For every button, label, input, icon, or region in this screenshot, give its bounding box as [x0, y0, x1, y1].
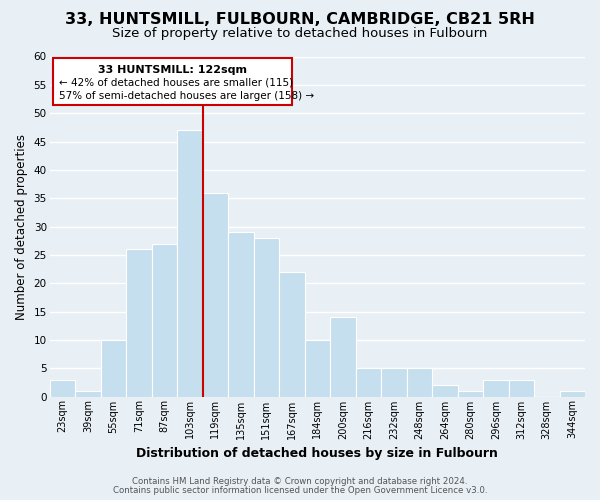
Bar [126, 249, 152, 396]
Bar [279, 272, 305, 396]
Bar [330, 317, 356, 396]
Bar [432, 385, 458, 396]
Text: 33 HUNTSMILL: 122sqm: 33 HUNTSMILL: 122sqm [98, 65, 247, 75]
Bar [152, 244, 177, 396]
Bar [407, 368, 432, 396]
Bar [381, 368, 407, 396]
Bar [75, 391, 101, 396]
Bar [101, 340, 126, 396]
Text: Contains HM Land Registry data © Crown copyright and database right 2024.: Contains HM Land Registry data © Crown c… [132, 477, 468, 486]
Text: Size of property relative to detached houses in Fulbourn: Size of property relative to detached ho… [112, 28, 488, 40]
Bar [560, 391, 585, 396]
Bar [356, 368, 381, 396]
Bar [509, 380, 534, 396]
Text: 33, HUNTSMILL, FULBOURN, CAMBRIDGE, CB21 5RH: 33, HUNTSMILL, FULBOURN, CAMBRIDGE, CB21… [65, 12, 535, 28]
Bar [50, 380, 75, 396]
Text: Contains public sector information licensed under the Open Government Licence v3: Contains public sector information licen… [113, 486, 487, 495]
Bar [203, 192, 228, 396]
Bar [305, 340, 330, 396]
FancyBboxPatch shape [53, 58, 292, 104]
Bar [177, 130, 203, 396]
Text: ← 42% of detached houses are smaller (115): ← 42% of detached houses are smaller (11… [59, 78, 293, 88]
Bar [254, 238, 279, 396]
X-axis label: Distribution of detached houses by size in Fulbourn: Distribution of detached houses by size … [136, 447, 498, 460]
Bar [458, 391, 483, 396]
Bar [483, 380, 509, 396]
Text: 57% of semi-detached houses are larger (158) →: 57% of semi-detached houses are larger (… [59, 90, 314, 101]
Y-axis label: Number of detached properties: Number of detached properties [15, 134, 28, 320]
Bar [228, 232, 254, 396]
